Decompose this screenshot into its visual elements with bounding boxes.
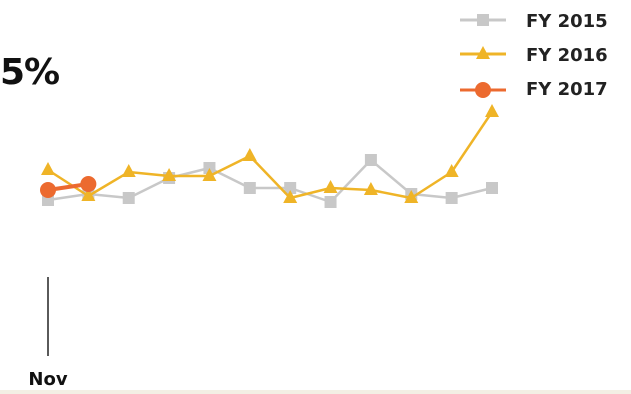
legend-label-fy2017: FY 2017 (526, 79, 608, 100)
legend-item-fy2015: FY 2015 (458, 6, 628, 40)
series-1-point-5 (242, 148, 257, 161)
series-0-point-8 (364, 154, 377, 166)
legend-label-fy2016: FY 2016 (526, 45, 608, 66)
x-tick-label-0: Nov (28, 369, 67, 390)
series-2-point-0 (40, 182, 56, 198)
bottom-divider (0, 390, 631, 394)
series-1-point-10 (444, 164, 459, 177)
series-1-point-3 (162, 168, 177, 181)
series-0-point-10 (445, 192, 458, 204)
legend-item-fy2017: FY 2017 (458, 74, 628, 108)
series-0-point-6 (284, 182, 297, 194)
series-1-point-1 (81, 188, 96, 201)
series-1-point-2 (121, 164, 136, 177)
series-1-point-11 (485, 104, 499, 117)
series-1-point-8 (363, 182, 378, 195)
legend-item-fy2016: FY 2016 (458, 40, 628, 74)
series-1-point-4 (202, 168, 217, 181)
legend-swatch-circle-icon (460, 82, 506, 98)
series-1-point-7 (323, 180, 338, 193)
series-1-point-0 (41, 162, 55, 175)
series-0-point-5 (243, 182, 256, 194)
legend-label-fy2015: FY 2015 (526, 11, 608, 32)
series-0-point-2 (122, 192, 135, 204)
chart-legend: FY 2015 FY 2016 FY 2017 (458, 6, 628, 108)
series-0-point-11 (486, 182, 498, 194)
series-1-point-6 (283, 190, 298, 203)
headline-percentage: 5% (0, 52, 60, 93)
series-2-point-1 (80, 176, 97, 192)
legend-swatch-square-icon (460, 14, 506, 26)
legend-swatch-triangle-icon (460, 46, 506, 59)
series-0-point-7 (324, 196, 337, 208)
series-line-1 (47, 111, 494, 200)
series-1-point-9 (404, 190, 419, 203)
